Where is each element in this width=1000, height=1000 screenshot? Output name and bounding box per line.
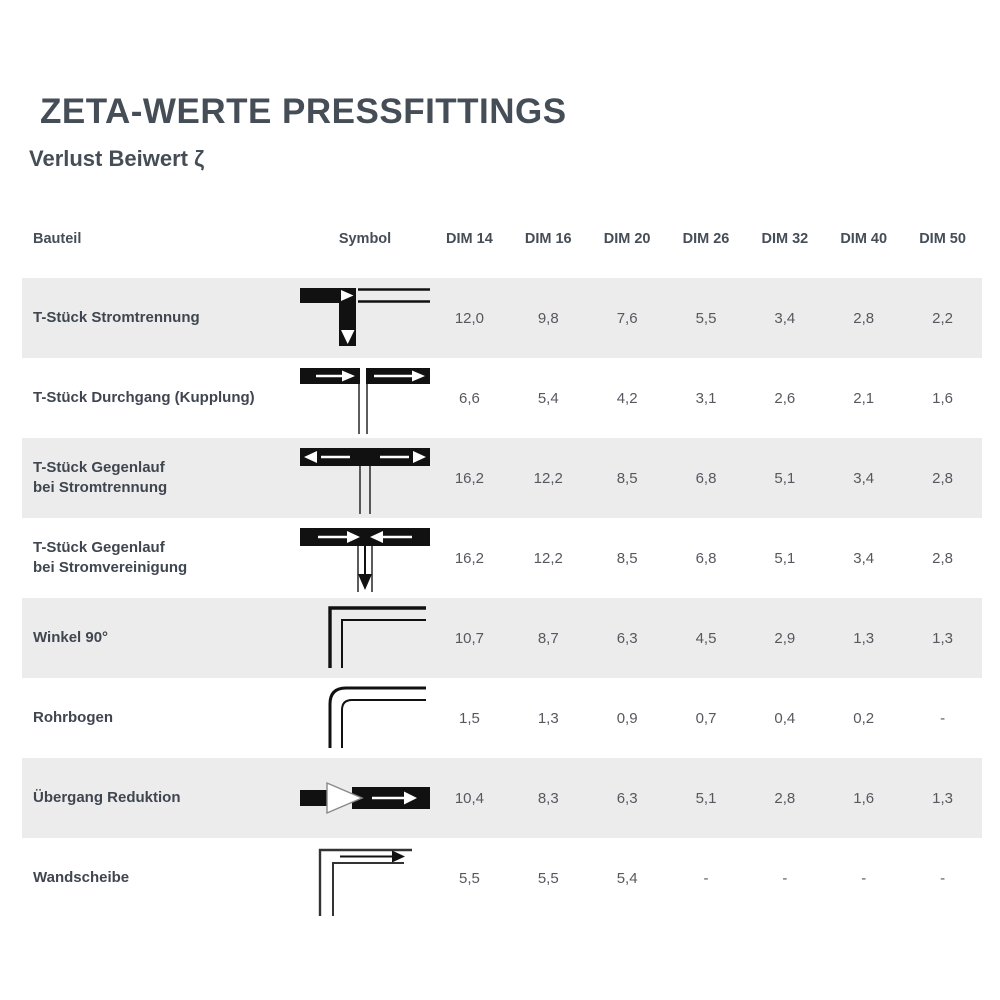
page-subtitle: Verlust Beiwert ζ (29, 146, 205, 171)
zeta-value: - (940, 709, 946, 727)
zeta-value: 2,8 (932, 549, 953, 567)
column-header-dim14: DIM 14 (446, 231, 493, 247)
zeta-value: 2,1 (853, 389, 875, 407)
zeta-value: 12,0 (454, 309, 485, 327)
column-header-dim32: DIM 32 (761, 231, 809, 247)
zeta-value: 6,3 (616, 789, 638, 807)
zeta-value: 10,7 (454, 629, 485, 647)
column-header-bauteil: Bauteil (33, 231, 82, 247)
fitting-label: T-Stück Gegenlauf bei Stromtrennung (33, 458, 168, 496)
zeta-value: 1,6 (853, 789, 875, 807)
zeta-value: 8,5 (616, 469, 638, 487)
column-header-dim16: DIM 16 (524, 231, 572, 247)
zeta-value: - (861, 869, 867, 887)
fitting-label: T-Stück Stromtrennung (33, 308, 200, 326)
zeta-value: - (940, 869, 946, 887)
table-header-row: Bauteil Symbol DIM 14 DIM 16 DIM 20 DIM … (22, 225, 982, 278)
fitting-label: T-Stück Gegenlauf bei Stromvereinigung (33, 538, 188, 576)
tee-counterflow-separation-icon (300, 438, 430, 518)
zeta-value: 0,9 (616, 709, 638, 727)
zeta-value: 5,1 (774, 469, 796, 487)
fitting-label: T-Stück Durchgang (Kupplung) (33, 388, 255, 406)
zeta-value: 9,8 (537, 309, 559, 327)
zeta-value: 3,4 (853, 469, 875, 487)
zeta-value: 6,8 (695, 549, 717, 567)
zeta-value: 16,2 (454, 469, 485, 487)
zeta-value: 0,7 (695, 709, 717, 727)
zeta-value: 10,4 (454, 789, 485, 807)
zeta-values-table: Bauteil Symbol DIM 14 DIM 16 DIM 20 DIM … (22, 225, 982, 918)
fitting-label: Übergang Reduktion (33, 788, 181, 806)
zeta-value: - (703, 869, 709, 887)
column-header-dim26: DIM 26 (682, 231, 730, 247)
table-row: T-Stück Gegenlauf bei Stromtrennung 16,2… (22, 438, 982, 518)
zeta-value: 5,5 (537, 869, 559, 887)
zeta-value: 1,3 (537, 709, 559, 727)
table-row: Wandscheibe 5,5 5,5 5,4 - - - - (22, 838, 982, 918)
zeta-value: 12,2 (533, 549, 563, 567)
zeta-value: 8,7 (537, 629, 559, 647)
zeta-value: 6,6 (458, 389, 480, 407)
zeta-value: 12,2 (533, 469, 563, 487)
zeta-value: 5,4 (537, 389, 559, 407)
zeta-value: 2,8 (774, 789, 796, 807)
column-header-dim50: DIM 50 (919, 231, 966, 247)
zeta-value: 2,2 (932, 309, 953, 327)
zeta-value: 1,3 (932, 629, 953, 647)
fitting-label: Wandscheibe (33, 868, 130, 886)
tee-straight-through-coupling-icon (300, 358, 430, 438)
zeta-value: 0,4 (774, 709, 796, 727)
zeta-value: 1,3 (932, 789, 953, 807)
table-row: Übergang Reduktion 10,4 8,3 6,3 5,1 2,8 … (22, 758, 982, 838)
zeta-value: 2,8 (932, 469, 953, 487)
zeta-value: 5,5 (458, 869, 480, 887)
zeta-value: - (782, 869, 788, 887)
elbow-90-degree-icon (300, 598, 430, 678)
zeta-value: 3,1 (695, 389, 717, 407)
zeta-value: 2,6 (774, 389, 796, 407)
reducer-transition-icon (300, 758, 430, 838)
fitting-label: Winkel 90° (33, 628, 109, 646)
table-row: T-Stück Stromtrennung 12,0 9,8 7,6 5,5 3… (22, 278, 982, 358)
zeta-value: 8,5 (616, 549, 638, 567)
zeta-value: 8,3 (537, 789, 559, 807)
zeta-value: 5,1 (774, 549, 796, 567)
tee-counterflow-merging-icon (300, 518, 430, 598)
zeta-value: 1,3 (853, 629, 875, 647)
fitting-label: Rohrbogen (33, 708, 113, 726)
zeta-value: 4,2 (616, 389, 638, 407)
zeta-value: 6,8 (695, 469, 717, 487)
zeta-value: 4,5 (695, 629, 717, 647)
column-header-symbol: Symbol (338, 231, 392, 247)
pipe-bend-icon (300, 678, 430, 758)
wall-plate-elbow-icon (300, 838, 430, 918)
table-row: Rohrbogen 1,5 1,3 0,9 0,7 0,4 0,2 - (22, 678, 982, 758)
zeta-value: 5,5 (695, 309, 717, 327)
tee-flow-separation-icon (300, 278, 430, 358)
zeta-value: 5,4 (616, 869, 638, 887)
zeta-value: 0,2 (853, 709, 875, 727)
zeta-value: 16,2 (454, 549, 485, 567)
table-row: T-Stück Gegenlauf bei Stromvereinigung 1… (22, 518, 982, 598)
zeta-value: 2,9 (774, 629, 796, 647)
zeta-value: 1,5 (458, 709, 480, 727)
column-header-dim20: DIM 20 (603, 231, 651, 247)
page-title: ZETA-WERTE PRESSFITTINGS (40, 92, 567, 131)
table-row: Winkel 90° 10,7 8,7 6,3 4,5 2,9 1,3 1,3 (22, 598, 982, 678)
zeta-value: 5,1 (695, 789, 717, 807)
table-row: T-Stück Durchgang (Kupplung) 6,6 5,4 4,2… (22, 358, 982, 438)
zeta-value: 3,4 (774, 309, 796, 327)
zeta-value: 1,6 (932, 389, 953, 407)
zeta-value: 2,8 (853, 309, 875, 327)
zeta-value: 7,6 (616, 309, 638, 327)
zeta-value: 3,4 (853, 549, 875, 567)
zeta-value: 6,3 (616, 629, 638, 647)
column-header-dim40: DIM 40 (840, 231, 888, 247)
